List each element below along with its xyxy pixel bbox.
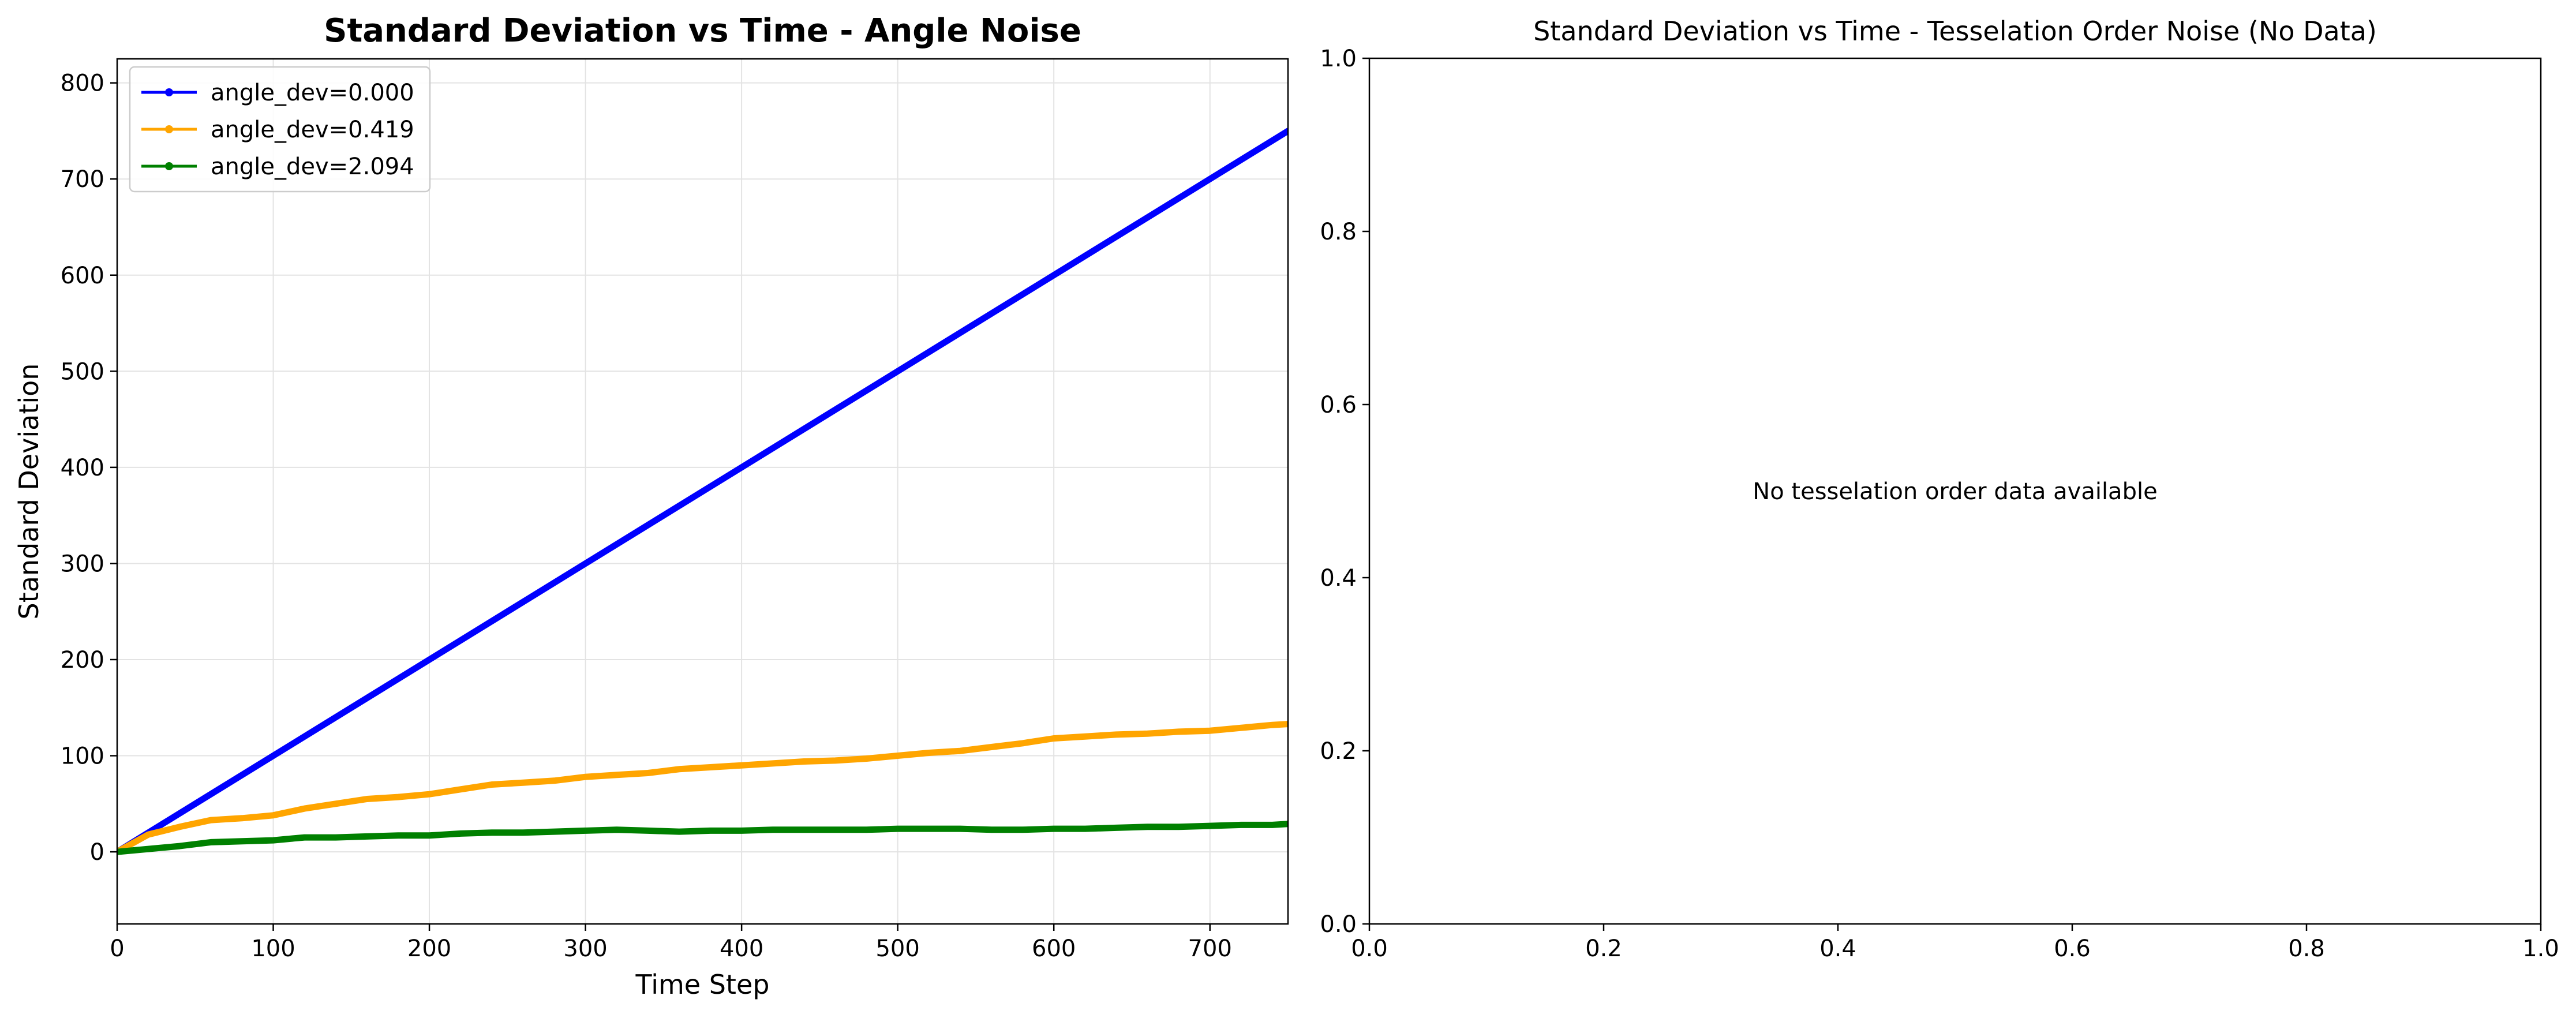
x-axis-ticks: 0 100 200 300 400 500 600 700: [110, 924, 1232, 962]
y-axis-label: Standard Deviation: [13, 364, 44, 620]
y-tick-label: 0.6: [1320, 392, 1357, 418]
chart-title: Standard Deviation vs Time - Tesselation…: [1533, 16, 2377, 47]
x-tick-label: 0.2: [1585, 935, 1622, 962]
x-tick-label: 700: [1188, 935, 1232, 962]
x-tick-label: 0.0: [1351, 935, 1388, 962]
y-tick-label: 300: [61, 551, 104, 577]
y-tick-label: 0.0: [1320, 911, 1357, 938]
y-tick-label: 700: [61, 166, 104, 193]
y-tick-label: 600: [61, 263, 104, 289]
y-axis-ticks: 0 100 200 300 400 500 600 700 800: [61, 70, 117, 866]
legend-label: angle_dev=0.000: [211, 80, 414, 106]
x-tick-label: 0.4: [1819, 935, 1856, 962]
legend-marker: [165, 162, 173, 170]
x-tick-label: 100: [251, 935, 295, 962]
legend-box: [129, 66, 431, 193]
x-axis-label: Time Step: [635, 969, 770, 1000]
legend-label: angle_dev=0.419: [211, 117, 414, 143]
no-data-annotation: No tesselation order data available: [1753, 478, 2157, 505]
x-tick-label: 1.0: [2522, 935, 2559, 962]
x-tick-label: 300: [563, 935, 607, 962]
legend-marker: [165, 88, 173, 96]
y-tick-label: 0.4: [1320, 565, 1357, 592]
y-tick-label: 200: [61, 647, 104, 673]
x-tick-label: 0.8: [2288, 935, 2325, 962]
x-tick-label: 600: [1032, 935, 1076, 962]
x-tick-label: 200: [407, 935, 451, 962]
y-tick-label: 800: [61, 70, 104, 97]
plot-frame: [1368, 57, 2542, 925]
y-tick-label: 500: [61, 358, 104, 385]
series-lines: [117, 128, 1288, 855]
x-axis-ticks: 0.0 0.2 0.4 0.6 0.8 1.0: [1351, 924, 2559, 962]
angle-noise-chart: 0 100 200 300 400 500 600 700 0 100 200 300 400 500 6…: [13, 12, 1289, 1000]
y-tick-label: 400: [61, 455, 104, 481]
series-line-1: [117, 721, 1288, 855]
y-tick-label: 0.8: [1320, 219, 1357, 245]
y-tick-label: 1.0: [1320, 46, 1357, 72]
x-tick-label: 0.6: [2054, 935, 2091, 962]
series-line-2: [117, 821, 1288, 855]
plot-frame: [116, 58, 1289, 925]
legend-marker: [165, 125, 173, 133]
x-tick-label: 400: [720, 935, 763, 962]
legend-label: angle_dev=2.094: [211, 154, 414, 180]
legend: angle_dev=0.000 angle_dev=0.419 angle_dev=…: [129, 66, 431, 193]
grid: [117, 59, 1288, 924]
chart-title: Standard Deviation vs Time - Angle Noise: [324, 12, 1081, 50]
x-tick-label: 500: [875, 935, 919, 962]
y-tick-label: 0.2: [1320, 738, 1357, 765]
y-tick-label: 0: [90, 839, 104, 866]
x-tick-label: 0: [110, 935, 124, 962]
y-axis-ticks: 0.0 0.2 0.4 0.6 0.8 1.0: [1320, 46, 1369, 938]
y-tick-label: 100: [61, 743, 104, 770]
series-line-0: [117, 128, 1288, 855]
tesselation-noise-chart: 0.0 0.2 0.4 0.6 0.8 1.0 0.0 0.2 0.4 0.6 0.8 1.0 St…: [1320, 16, 2559, 962]
